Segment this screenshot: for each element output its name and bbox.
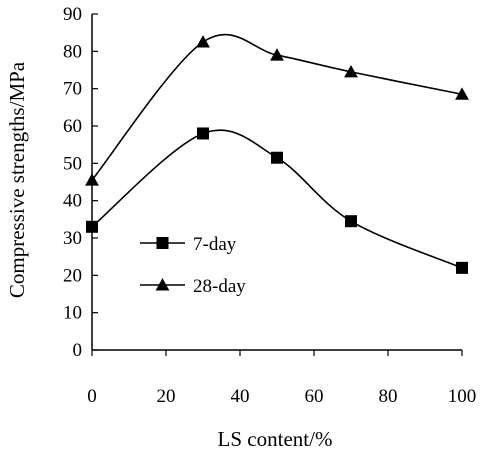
data-point-7-day bbox=[345, 215, 357, 228]
data-point-28-day bbox=[344, 64, 358, 78]
x-tick-label: 100 bbox=[448, 386, 477, 407]
x-tick-label: 0 bbox=[87, 386, 97, 407]
y-tick-label: 0 bbox=[73, 340, 83, 361]
y-tick-label: 40 bbox=[63, 191, 82, 212]
y-tick-label: 10 bbox=[63, 303, 82, 324]
data-point-7-day bbox=[271, 151, 283, 164]
data-point-28-day bbox=[455, 87, 469, 100]
data-point-28-day bbox=[270, 48, 284, 61]
series-line-7-day bbox=[91, 129, 463, 269]
y-tick-label: 50 bbox=[63, 153, 82, 174]
x-tick-label: 20 bbox=[157, 386, 176, 407]
x-tick-label: 80 bbox=[379, 386, 398, 407]
y-tick-label: 60 bbox=[63, 116, 82, 137]
series-line-28-day bbox=[91, 33, 463, 181]
y-tick-label: 90 bbox=[63, 4, 82, 25]
legend-marker-28-day bbox=[155, 278, 170, 291]
y-axis-title: Compressive strengths/MPa bbox=[5, 61, 29, 298]
legend-label-28-day: 28-day bbox=[193, 276, 246, 297]
y-tick-label: 70 bbox=[63, 79, 82, 100]
x-tick-label: 40 bbox=[231, 386, 250, 407]
x-tick-label: 60 bbox=[305, 386, 324, 407]
data-point-7-day bbox=[86, 220, 98, 233]
x-axis-title: LS content/% bbox=[218, 427, 333, 451]
plot-area: 0 10 20 30 40 50 60 70 80 90 0 20 40 60 80 100 7-day 28-d… bbox=[63, 4, 476, 407]
data-point-28-day bbox=[85, 173, 99, 186]
data-point-28-day bbox=[196, 35, 210, 48]
data-point-7-day bbox=[456, 261, 468, 274]
legend-label-7-day: 7-day bbox=[193, 234, 237, 255]
legend-marker-7-day bbox=[156, 237, 169, 249]
y-tick-label: 30 bbox=[63, 228, 82, 249]
data-point-7-day bbox=[197, 127, 209, 140]
y-tick-label: 80 bbox=[63, 41, 82, 62]
y-tick-label: 20 bbox=[63, 265, 82, 286]
